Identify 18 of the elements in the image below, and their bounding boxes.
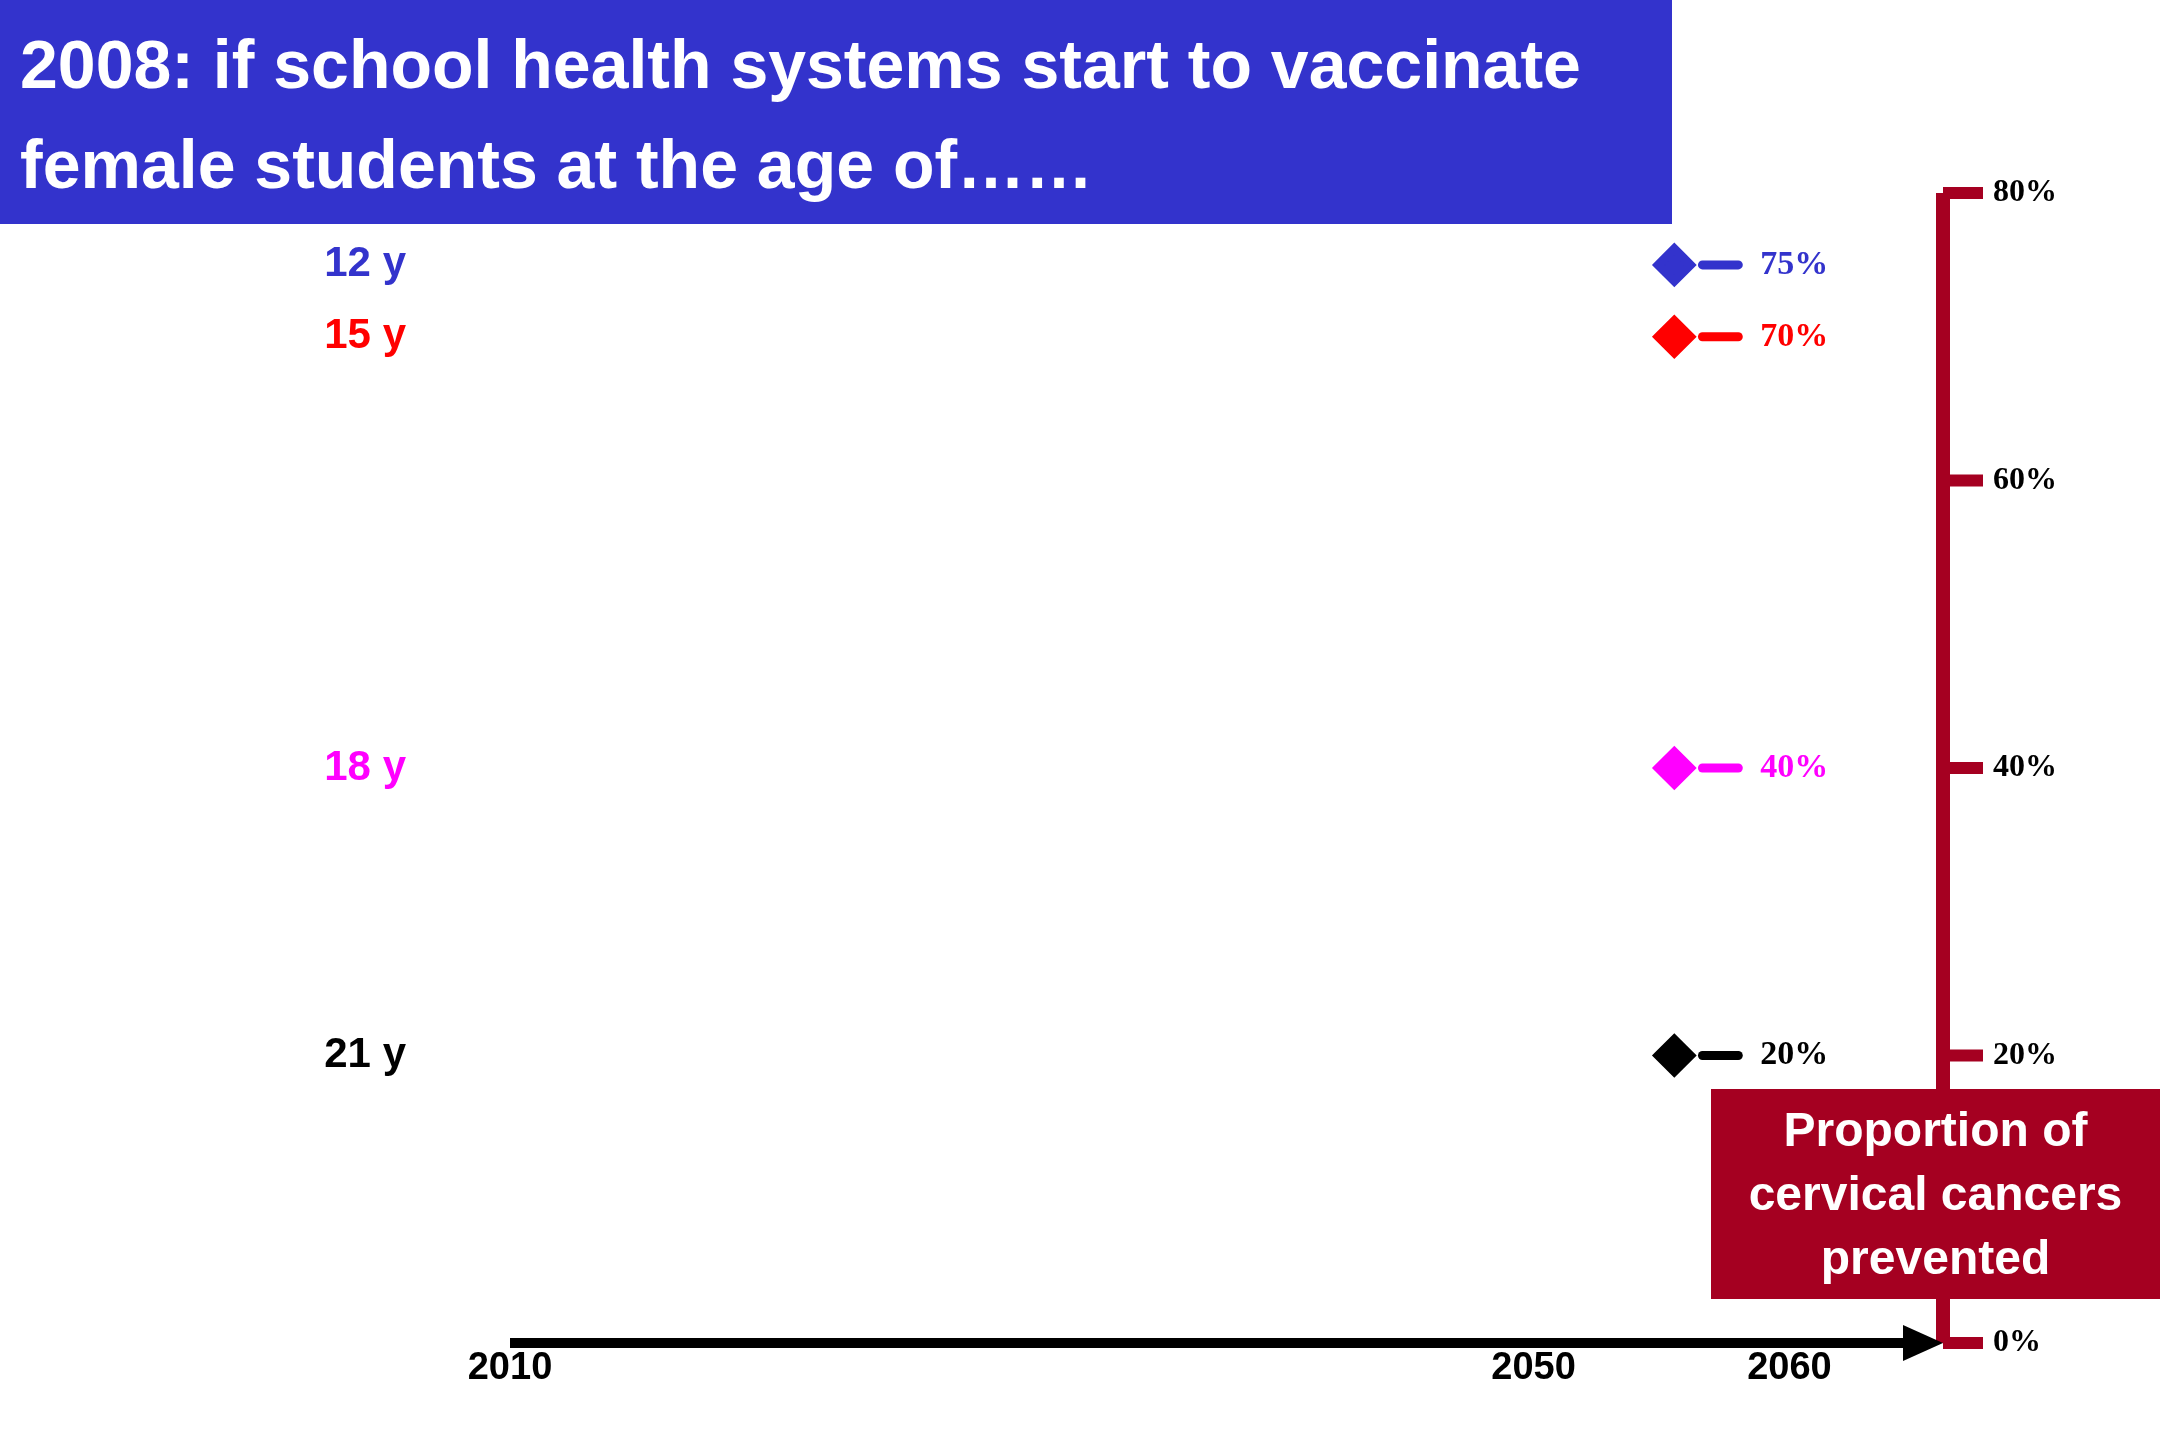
y-tick-label: 0%: [1993, 1322, 2041, 1359]
y-axis-title: Proportion of cervical cancers prevented: [1711, 1089, 2160, 1299]
data-label: 75%: [1760, 243, 1829, 281]
y-tick-label: 60%: [1993, 459, 2057, 496]
data-label: 70%: [1760, 315, 1829, 353]
x-tick-label: 2050: [1491, 1345, 1576, 1388]
text: 15 y: [324, 310, 407, 358]
y-tick-label: 40%: [1993, 747, 2057, 784]
y-tick-label: 20%: [1993, 1034, 2057, 1071]
text: 18 y: [324, 741, 407, 789]
y-tick-label: 80%: [1993, 172, 2057, 209]
text: 12 y: [324, 238, 407, 286]
chart-title: 2008: if school health systems start to vaccinate female students at the age of……: [0, 0, 1672, 224]
data-label: 40%: [1760, 746, 1829, 784]
text: 21 y: [324, 1029, 407, 1077]
x-tick-label: 2010: [467, 1345, 553, 1388]
x-tick-label: 2060: [1747, 1345, 1832, 1388]
data-label: 20%: [1760, 1034, 1829, 1072]
